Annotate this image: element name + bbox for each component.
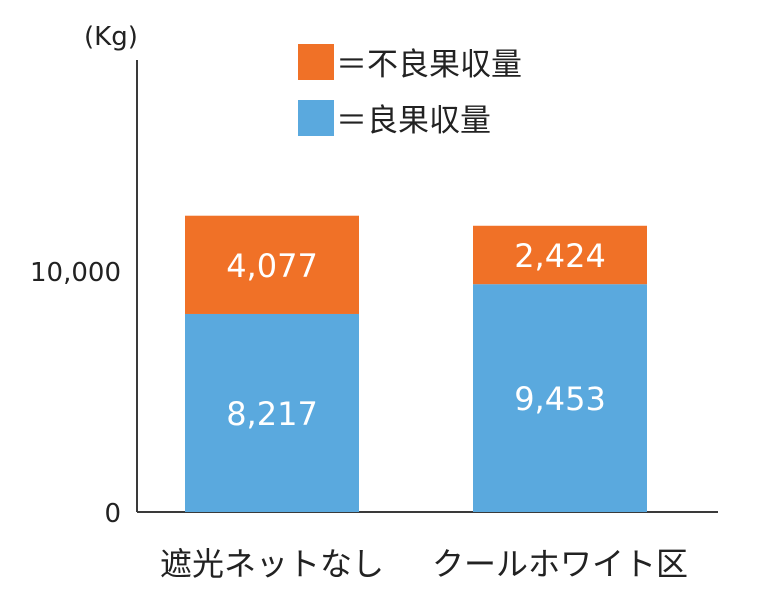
bar-data-labels: 8,217 4,077 9,453 2,424: [226, 237, 606, 433]
bar-segment-defective-yield: [473, 225, 647, 285]
x-category-label: 遮光ネットなし: [160, 545, 384, 583]
y-axis-ticks: 0 10,000: [30, 258, 121, 529]
x-category-label: クールホワイト区: [432, 545, 688, 583]
legend: ＝不良果収量 ＝良果収量: [298, 44, 522, 139]
bars: [185, 215, 647, 512]
bar-segment-defective-yield: [185, 215, 359, 314]
legend-swatch-good-yield: [298, 100, 334, 136]
y-tick-label: 0: [104, 499, 121, 529]
y-tick-label: 10,000: [30, 258, 121, 288]
bar-segment-good-yield: [473, 284, 647, 512]
x-axis-categories: 遮光ネットなし クールホワイト区: [160, 545, 688, 583]
legend-swatch-defective-yield: [298, 44, 334, 80]
bar-data-label: 8,217: [226, 395, 318, 433]
y-axis-label: (Kg): [84, 22, 138, 52]
bar-data-label: 9,453: [514, 380, 606, 418]
bar-data-label: 2,424: [514, 237, 606, 275]
legend-label-defective-yield: ＝不良果収量: [336, 47, 522, 83]
legend-label-good-yield: ＝良果収量: [336, 103, 491, 139]
bar-segment-good-yield: [185, 313, 359, 512]
bar-data-label: 4,077: [226, 247, 318, 285]
